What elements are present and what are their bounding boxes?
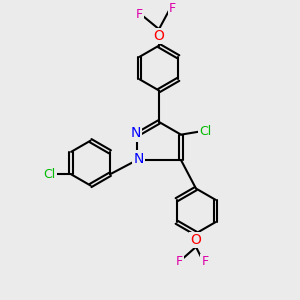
Text: N: N (130, 126, 141, 140)
Text: N: N (133, 152, 144, 166)
Text: Cl: Cl (43, 168, 56, 181)
Text: F: F (169, 2, 176, 15)
Text: F: F (136, 8, 143, 21)
Text: O: O (190, 233, 201, 247)
Text: O: O (154, 29, 164, 43)
Text: F: F (176, 255, 183, 268)
Text: F: F (201, 255, 208, 268)
Text: Cl: Cl (199, 125, 211, 138)
